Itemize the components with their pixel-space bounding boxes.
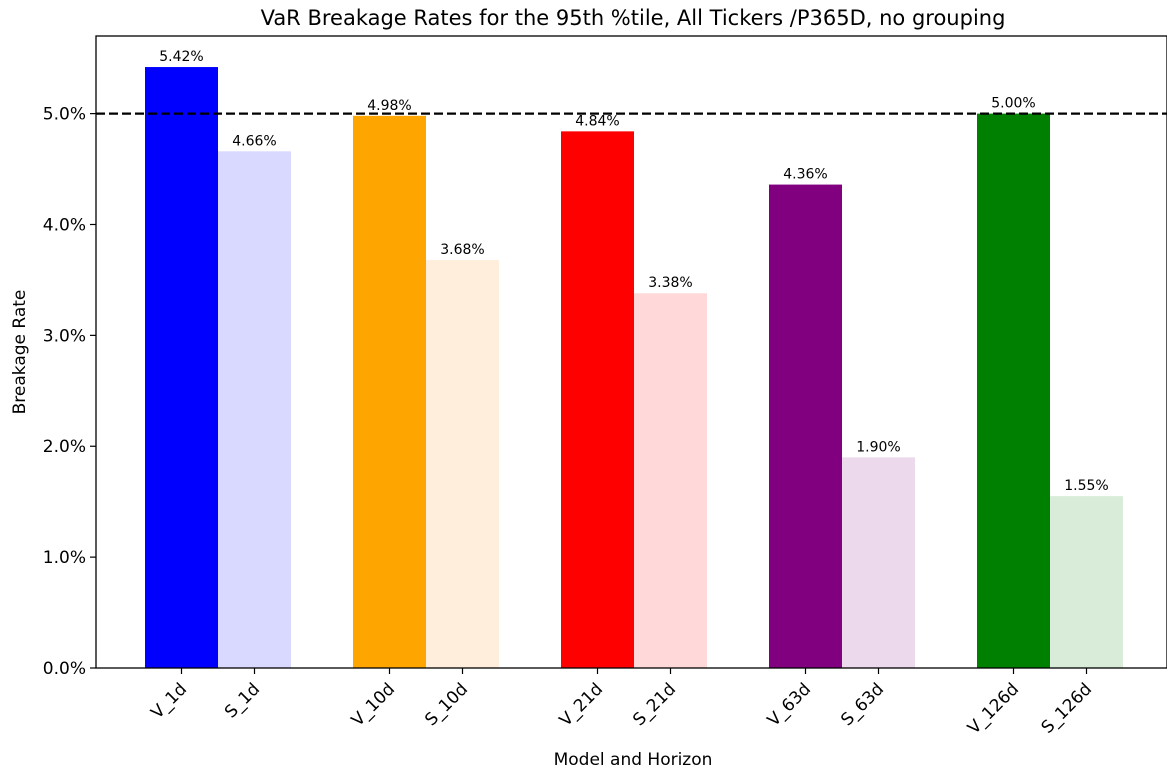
bar-v-63d xyxy=(769,184,842,668)
x-ticks-group: V_1d S_1d V_10d S_10d V_21d S_21d V_63d S_63d V_… xyxy=(147,668,1096,738)
y-axis-label: Breakage Rate xyxy=(10,290,30,415)
bar-s-1d xyxy=(218,151,291,669)
y-tick-label: 3.0% xyxy=(43,326,86,346)
bar-value-label-s-21d: 3.38% xyxy=(648,275,692,291)
chart-title: VaR Breakage Rates for the 95th %tile, A… xyxy=(261,6,1006,30)
x-tick-label-s-63d: S_63d xyxy=(837,679,888,730)
bar-value-label-v-21d: 4.84% xyxy=(575,113,619,129)
y-tick-label: 2.0% xyxy=(43,437,86,457)
bar-value-label-v-126d: 5.00% xyxy=(991,96,1035,112)
y-tick-label: 5.0% xyxy=(43,105,86,125)
bar-s-10d xyxy=(426,259,499,668)
bar-v-21d xyxy=(561,131,634,669)
y-tick-label: 4.0% xyxy=(43,215,86,235)
bar-value-label-s-1d: 4.66% xyxy=(232,133,276,149)
bar-s-63d xyxy=(842,457,915,668)
bar-s-21d xyxy=(634,293,707,668)
bar-value-label-s-63d: 1.90% xyxy=(856,439,900,455)
x-tick-label-v-63d: V_63d xyxy=(764,679,815,730)
bar-s-126d xyxy=(1050,496,1123,668)
bar-value-label-v-63d: 4.36% xyxy=(783,167,827,183)
x-tick-label-s-126d: S_126d xyxy=(1038,679,1096,737)
bar-v-1d xyxy=(145,67,218,669)
x-tick-label-v-1d: V_1d xyxy=(147,679,191,723)
y-tick-label: 1.0% xyxy=(43,548,86,568)
bar-value-label-s-126d: 1.55% xyxy=(1064,478,1108,494)
x-tick-label-s-1d: S_1d xyxy=(221,679,264,722)
bar-value-label-s-10d: 3.68% xyxy=(440,242,484,258)
bar-labels-group: 5.42% 4.66% 4.98% 3.68% 4.84% 3.38% 4.36% 1.90%… xyxy=(159,49,1108,494)
x-axis-label: Model and Horizon xyxy=(554,750,713,770)
bars-group xyxy=(145,67,1123,669)
y-ticks-group: 0.0% 1.0% 2.0% 3.0% 4.0% 5.0% xyxy=(43,105,96,679)
x-tick-label-s-10d: S_10d xyxy=(421,679,472,730)
x-tick-label-v-21d: V_21d xyxy=(556,679,607,730)
axes-group xyxy=(95,35,1167,669)
bar-v-10d xyxy=(353,115,426,668)
bar-v-126d xyxy=(977,113,1050,669)
x-tick-label-s-21d: S_21d xyxy=(629,679,680,730)
y-tick-label: 0.0% xyxy=(43,659,86,679)
x-tick-label-v-126d: V_126d xyxy=(964,679,1023,738)
bar-value-label-v-1d: 5.42% xyxy=(159,49,203,65)
bar-value-label-v-10d: 4.98% xyxy=(367,98,411,114)
plot-frame xyxy=(95,35,1167,669)
x-tick-label-v-10d: V_10d xyxy=(348,679,399,730)
